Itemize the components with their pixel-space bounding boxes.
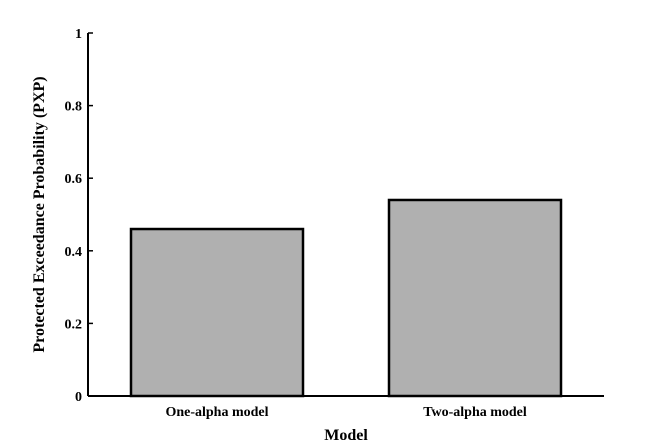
bar-one-alpha-model (129, 227, 305, 398)
y-tick-label: 0.8 (65, 100, 83, 115)
bar-two-alpha-model (387, 198, 563, 398)
y-tick-label: 0.2 (65, 317, 83, 332)
y-axis-title: Protected Exceedance Probability (PXP) (31, 76, 48, 352)
y-tick-label: 0.6 (65, 172, 83, 187)
x-tick-label: Two-alpha model (423, 405, 527, 420)
x-axis-title: Model (324, 427, 368, 444)
bars-group (129, 198, 563, 398)
x-ticks-group: One-alpha model Two-alpha model (165, 405, 526, 420)
y-ticks-group: 0 0.2 0.4 0.6 0.8 1 (65, 27, 93, 405)
y-tick-label: 0.4 (65, 245, 83, 260)
y-tick-label: 1 (75, 27, 82, 42)
x-tick-label: One-alpha model (165, 405, 268, 420)
y-tick-label: 0 (75, 390, 82, 405)
